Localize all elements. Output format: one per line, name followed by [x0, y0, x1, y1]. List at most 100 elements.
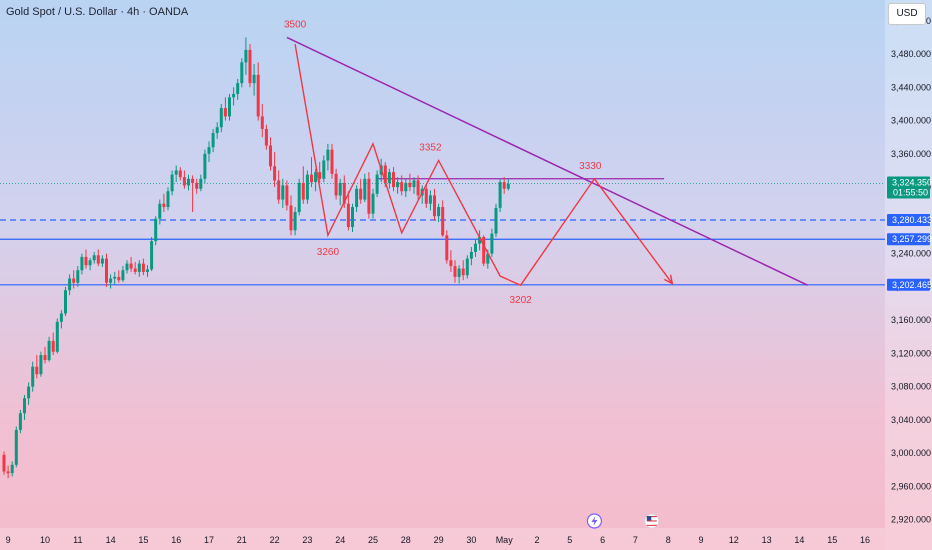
- candle-body: [92, 255, 96, 261]
- price-tag-label: 3,202.465: [892, 280, 932, 290]
- candle-body: [433, 195, 436, 217]
- candle-body: [109, 278, 113, 283]
- price-tag-label: 3,257.299: [892, 234, 932, 244]
- x-tick-label: 9: [698, 535, 703, 545]
- candle-body: [146, 269, 149, 272]
- candle-body: [162, 203, 166, 208]
- x-tick-label: May: [496, 535, 514, 545]
- x-tick-label: 15: [827, 535, 837, 545]
- candle-body: [240, 62, 244, 84]
- candle-body: [404, 182, 408, 192]
- candle-body: [150, 241, 154, 270]
- candle-body: [437, 207, 441, 217]
- x-tick-label: 28: [401, 535, 411, 545]
- x-tick-label: 30: [466, 535, 476, 545]
- candle-body: [469, 251, 473, 259]
- candle-body: [281, 185, 285, 200]
- x-tick-label: 6: [600, 535, 605, 545]
- candle-body: [416, 180, 420, 196]
- candle-body: [223, 108, 227, 117]
- candle-body: [289, 205, 293, 231]
- candle-body: [133, 268, 137, 272]
- candle-body: [170, 174, 174, 192]
- candle-body: [18, 413, 22, 430]
- candle-body: [55, 321, 59, 352]
- lightning-event-icon[interactable]: [586, 513, 603, 529]
- candle-body: [31, 366, 35, 387]
- candle-body: [39, 355, 43, 375]
- x-tick-label: 10: [40, 535, 50, 545]
- candle-body: [400, 182, 404, 192]
- currency-button[interactable]: USD: [888, 3, 926, 25]
- candle-body: [6, 471, 10, 474]
- candle-body: [232, 93, 236, 98]
- flag-stripe: [646, 520, 657, 522]
- candle-body: [27, 386, 31, 399]
- candle-body: [408, 182, 412, 188]
- candle-body: [277, 180, 281, 200]
- candle-body: [424, 188, 428, 204]
- price-tag: [887, 213, 930, 226]
- candle-body: [260, 116, 264, 129]
- candle-body: [494, 207, 498, 234]
- candle-body: [318, 172, 322, 179]
- candle-body: [76, 270, 80, 283]
- candle-body: [490, 233, 494, 254]
- candle-body: [178, 170, 182, 178]
- candle-body: [301, 182, 305, 200]
- chart-title: Gold Spot / U.S. Dollar · 4h · OANDA: [6, 6, 189, 18]
- candle-body: [187, 178, 190, 186]
- candle-body: [383, 165, 387, 183]
- candle-body: [68, 278, 72, 291]
- candle-body: [2, 454, 6, 472]
- x-tick-label: 8: [666, 535, 671, 545]
- candle-body: [88, 260, 92, 266]
- candle-body: [506, 183, 510, 189]
- candle-body: [228, 97, 231, 117]
- y-tick-label: 3,160.000: [891, 315, 931, 325]
- candle-body: [80, 256, 84, 271]
- price-tag: [887, 176, 930, 199]
- x-tick-label: 24: [335, 535, 345, 545]
- candle-body: [43, 355, 47, 361]
- x-tick-label: 22: [270, 535, 280, 545]
- x-tick-label: 14: [794, 535, 804, 545]
- candle-body: [330, 149, 334, 174]
- y-tick-label: 3,000.000: [891, 448, 931, 458]
- candle-body: [428, 195, 432, 204]
- candle-body: [125, 263, 129, 271]
- candle-body: [72, 278, 76, 283]
- candle-body: [474, 243, 477, 252]
- x-tick-label: 2: [534, 535, 539, 545]
- pivot-label: 3202: [509, 295, 532, 306]
- zigzag-pattern-line: [294, 43, 673, 287]
- candle-body: [203, 153, 207, 179]
- us-flag-event-icon[interactable]: [644, 513, 660, 529]
- candle-body: [195, 182, 199, 189]
- candle-body: [199, 178, 203, 189]
- y-tick-label: 3,440.000: [891, 82, 931, 92]
- candle-body: [158, 203, 162, 219]
- candle-body: [105, 258, 108, 283]
- x-tick-label: 29: [434, 535, 444, 545]
- candle-body: [47, 340, 51, 361]
- y-tick-label: 3,040.000: [891, 415, 931, 425]
- descending-trendline: [286, 36, 808, 286]
- candle-body: [453, 266, 457, 277]
- candle-body: [252, 74, 256, 84]
- candle-body: [141, 263, 145, 272]
- candle-body: [14, 429, 18, 465]
- candle-body: [59, 313, 63, 322]
- candle-body: [174, 170, 178, 175]
- candle-body: [182, 177, 186, 186]
- candle-body: [191, 178, 195, 183]
- candle-body: [412, 180, 416, 188]
- x-tick-label: 25: [368, 535, 378, 545]
- flag-stripe: [646, 516, 657, 518]
- candle-body: [326, 149, 330, 161]
- candle-body: [297, 182, 301, 213]
- candle-body: [154, 218, 158, 242]
- x-tick-label: 9: [6, 535, 11, 545]
- candle-body: [129, 263, 133, 269]
